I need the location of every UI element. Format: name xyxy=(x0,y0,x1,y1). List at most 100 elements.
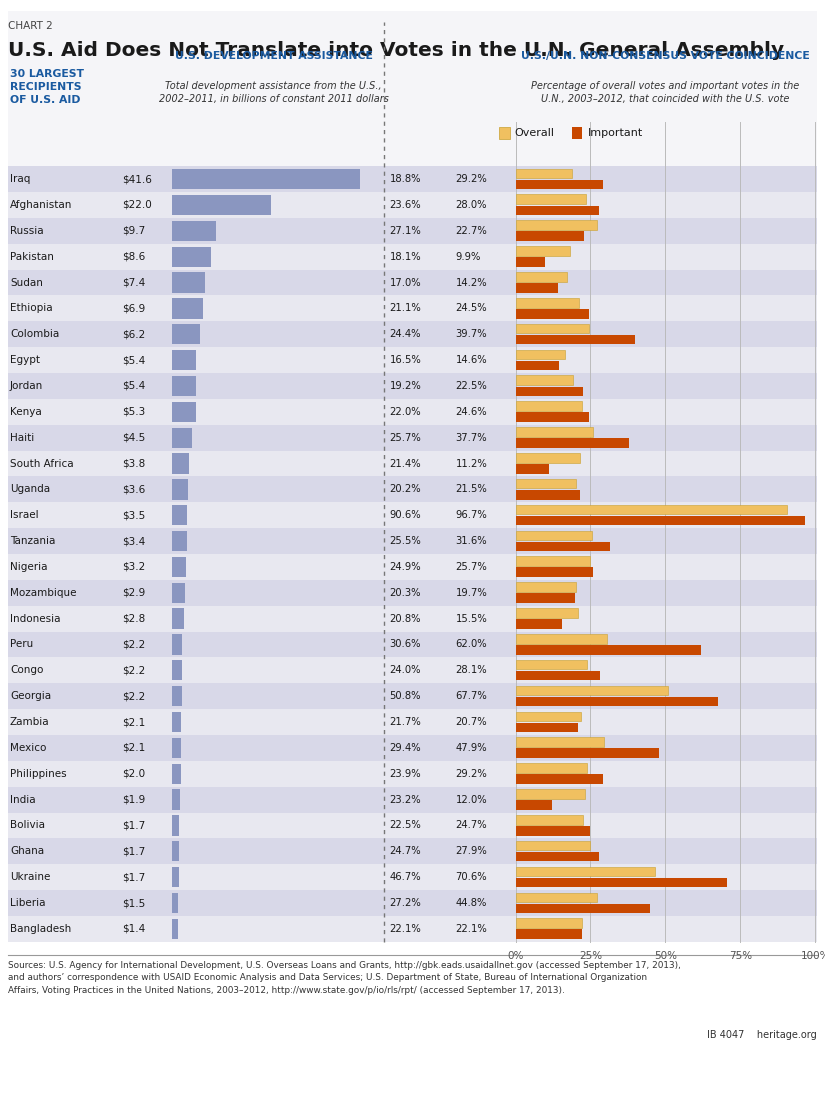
Bar xyxy=(8,916,817,942)
Bar xyxy=(516,246,570,256)
Text: India: India xyxy=(10,794,35,804)
Text: Egypt: Egypt xyxy=(10,355,40,366)
Text: 28.1%: 28.1% xyxy=(455,665,487,676)
Bar xyxy=(516,930,582,938)
Bar xyxy=(499,126,510,138)
Bar xyxy=(516,195,587,204)
Bar xyxy=(8,476,817,502)
Text: Percentage of overall votes and important votes in the
U.N., 2003–2012, that coi: Percentage of overall votes and importan… xyxy=(531,81,799,104)
Text: Afghanistan: Afghanistan xyxy=(10,199,73,211)
Text: $2.1: $2.1 xyxy=(122,717,145,727)
Text: $1.5: $1.5 xyxy=(122,897,145,909)
Bar xyxy=(516,749,659,758)
Text: 22.7%: 22.7% xyxy=(455,226,487,236)
Bar xyxy=(516,686,667,696)
Text: Kenya: Kenya xyxy=(10,407,41,417)
Bar xyxy=(8,684,817,709)
Bar xyxy=(516,919,582,929)
Bar xyxy=(8,632,817,657)
Text: 62.0%: 62.0% xyxy=(455,639,487,649)
Text: 14.6%: 14.6% xyxy=(455,355,487,366)
Text: Congo: Congo xyxy=(10,665,43,676)
Bar xyxy=(516,387,583,397)
Bar xyxy=(516,815,583,824)
Text: 90.6%: 90.6% xyxy=(389,510,421,521)
Bar xyxy=(172,556,186,577)
Bar xyxy=(8,812,817,839)
Bar xyxy=(516,376,573,386)
Text: 24.6%: 24.6% xyxy=(455,407,487,417)
Text: 39.7%: 39.7% xyxy=(455,329,487,339)
Text: $8.6: $8.6 xyxy=(122,252,145,261)
Text: Ethiopia: Ethiopia xyxy=(10,304,53,314)
Bar xyxy=(516,634,607,644)
Bar xyxy=(516,168,572,178)
Bar xyxy=(8,529,817,554)
Bar xyxy=(516,464,549,474)
Bar xyxy=(516,490,580,500)
Text: 21.1%: 21.1% xyxy=(389,304,421,314)
Text: 31.6%: 31.6% xyxy=(455,536,487,546)
Bar xyxy=(516,412,589,422)
Bar xyxy=(516,670,600,680)
Text: $6.2: $6.2 xyxy=(122,329,145,339)
Bar xyxy=(8,399,817,424)
Text: Important: Important xyxy=(587,127,643,138)
Bar xyxy=(516,763,587,773)
Bar xyxy=(8,269,817,296)
Text: 22.5%: 22.5% xyxy=(389,820,421,831)
Bar xyxy=(172,531,187,552)
Bar xyxy=(516,179,603,189)
Bar xyxy=(516,774,603,784)
Text: 29.2%: 29.2% xyxy=(455,174,487,184)
Bar xyxy=(516,335,634,345)
Text: 100%: 100% xyxy=(800,951,825,961)
Bar xyxy=(516,660,587,669)
Bar xyxy=(8,657,817,684)
Text: Jordan: Jordan xyxy=(10,381,43,391)
Text: $5.4: $5.4 xyxy=(122,355,145,366)
Bar xyxy=(516,567,592,577)
Bar xyxy=(516,893,597,902)
Text: $2.2: $2.2 xyxy=(122,639,145,649)
Text: Zambia: Zambia xyxy=(10,717,50,727)
Bar xyxy=(516,789,585,799)
Bar xyxy=(516,428,592,437)
Text: Bangladesh: Bangladesh xyxy=(10,924,71,934)
Text: 30 LARGEST
RECIPIENTS
OF U.S. AID: 30 LARGEST RECIPIENTS OF U.S. AID xyxy=(10,69,84,105)
Text: Uganda: Uganda xyxy=(10,484,50,494)
Bar xyxy=(516,852,599,861)
Bar xyxy=(172,763,181,784)
Text: 29.2%: 29.2% xyxy=(455,769,487,779)
Text: CHART 2: CHART 2 xyxy=(8,21,53,31)
Bar xyxy=(172,893,178,913)
Text: $5.4: $5.4 xyxy=(122,381,145,391)
Text: Sudan: Sudan xyxy=(10,277,43,288)
Bar xyxy=(8,735,817,761)
Text: 67.7%: 67.7% xyxy=(455,691,487,701)
Text: $1.9: $1.9 xyxy=(122,794,145,804)
Text: U.S. Aid Does Not Translate into Votes in the U.N. General Assembly: U.S. Aid Does Not Translate into Votes i… xyxy=(8,41,785,60)
Text: 96.7%: 96.7% xyxy=(455,510,487,521)
Bar xyxy=(172,919,178,938)
Bar xyxy=(516,878,727,888)
Text: $3.5: $3.5 xyxy=(122,510,145,521)
Text: 24.9%: 24.9% xyxy=(389,562,421,572)
Text: Indonesia: Indonesia xyxy=(10,614,60,624)
Bar xyxy=(8,787,817,812)
Text: 46.7%: 46.7% xyxy=(389,872,421,882)
Bar xyxy=(516,220,596,230)
Text: South Africa: South Africa xyxy=(10,459,73,469)
Bar xyxy=(516,257,545,267)
Bar xyxy=(8,244,817,269)
Text: Bolivia: Bolivia xyxy=(10,820,45,831)
Text: Iraq: Iraq xyxy=(10,174,31,184)
Bar xyxy=(8,864,817,890)
Text: 23.6%: 23.6% xyxy=(389,199,421,211)
Text: 11.2%: 11.2% xyxy=(455,459,487,469)
Bar xyxy=(516,722,578,732)
Text: 20.8%: 20.8% xyxy=(389,614,421,624)
Text: $1.4: $1.4 xyxy=(122,924,145,934)
Bar xyxy=(172,479,188,500)
Text: 0%: 0% xyxy=(507,951,524,961)
